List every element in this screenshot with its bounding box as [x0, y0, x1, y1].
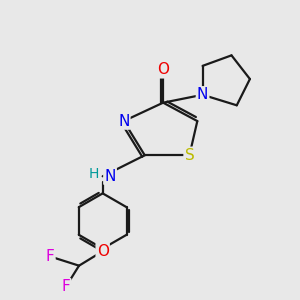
Text: N: N: [197, 87, 208, 102]
Text: O: O: [97, 244, 109, 259]
Text: N: N: [104, 169, 116, 184]
Text: F: F: [46, 249, 55, 264]
Text: F: F: [61, 279, 70, 294]
Text: H: H: [88, 167, 99, 181]
Text: O: O: [157, 62, 169, 77]
Text: N: N: [118, 114, 129, 129]
Text: S: S: [184, 148, 194, 163]
